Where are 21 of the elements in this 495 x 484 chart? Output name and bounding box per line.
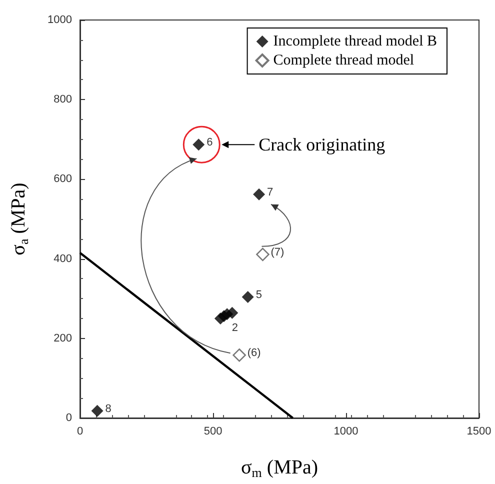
annotation: 7 (267, 186, 274, 198)
annotation: Crack originating (258, 134, 386, 155)
legend-label: Complete thread model (273, 52, 414, 68)
annotation: 6 (206, 136, 213, 149)
annotation: 5 (256, 289, 262, 302)
annotation: 2 (232, 322, 238, 334)
annotation: (6) (247, 347, 261, 360)
annotation: 8 (105, 402, 112, 415)
x-tick-label: 1500 (466, 426, 492, 438)
legend-label: Incomplete thread model B (273, 34, 438, 50)
y-tick-label: 200 (54, 332, 72, 344)
x-tick-label: 0 (76, 426, 84, 438)
x-tick-label: 1000 (334, 426, 358, 438)
y-tick-label: 0 (66, 412, 72, 424)
y-tick-label: 1000 (48, 14, 72, 26)
y-tick-label: 600 (54, 173, 72, 186)
y-axis-title: σa (MPa) (8, 182, 31, 256)
x-tick-label: 500 (204, 426, 222, 438)
y-tick-label: 400 (54, 252, 72, 265)
annotation: (7) (270, 246, 284, 258)
y-tick-label: 800 (54, 94, 72, 106)
